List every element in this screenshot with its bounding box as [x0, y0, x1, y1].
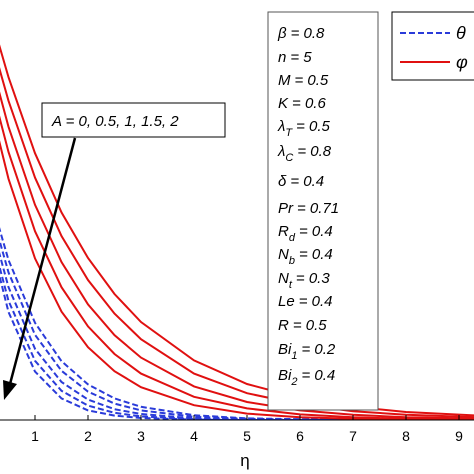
parameter-value: = 5	[290, 49, 312, 66]
x-tick-label: 2	[84, 428, 92, 444]
parameter-symbol: K	[278, 95, 289, 112]
x-tick-label: 7	[349, 428, 357, 444]
parameter-subscript: 1	[291, 350, 297, 362]
parameter-symbol: λ	[277, 143, 285, 160]
arrow	[8, 137, 77, 385]
parameter-value: = 0.8	[297, 143, 331, 160]
parameter-value: = 0.5	[295, 72, 329, 89]
parameter-value: = 0.2	[301, 341, 335, 358]
parameter-symbol: N	[278, 246, 289, 263]
legend	[391, 11, 474, 81]
parameter-subscript: d	[289, 232, 296, 244]
parameter-subscript: 2	[290, 376, 297, 388]
parameter-value: = 0.6	[292, 95, 326, 112]
parameter-subscript: C	[285, 152, 293, 164]
parameter-value: = 0.4	[299, 246, 333, 263]
curve	[0, 274, 474, 420]
parameter-symbol: λ	[277, 118, 285, 135]
curve	[0, 140, 474, 420]
parameters: β = 0.8n = 5M = 0.5K = 0.6λT = 0.5λC = 0.8δ = 0…	[277, 25, 339, 388]
parameter-value: = 0.71	[297, 200, 339, 217]
x-tick-label: 4	[190, 428, 198, 444]
parameter-subscript: b	[289, 255, 295, 267]
parameter: λT = 0.5	[277, 118, 331, 139]
parameter-symbol: N	[278, 270, 289, 287]
x-tick-label: 5	[243, 428, 251, 444]
parameter: K = 0.6	[278, 95, 326, 112]
parameter: Bi1 = 0.2	[278, 341, 336, 362]
parameter-box	[267, 11, 379, 411]
annotation-box	[41, 102, 226, 138]
plot-area	[0, 44, 474, 420]
curve	[0, 115, 474, 420]
parameter-subscript: T	[285, 127, 293, 139]
x-tick-label: 3	[137, 428, 145, 444]
parameter-symbol: R	[278, 317, 289, 334]
legend-entries: θφ	[400, 23, 468, 72]
parameter-value: = 0.8	[291, 25, 325, 42]
curve	[0, 227, 474, 420]
parameter: Nb = 0.4	[278, 246, 333, 267]
parameter-symbol: Bi	[278, 341, 292, 358]
curve	[0, 264, 474, 420]
parameter-value: = 0.4	[290, 173, 324, 190]
parameter-symbol: β	[277, 25, 287, 42]
parameter-symbol: M	[278, 72, 291, 89]
parameter: Bi2 = 0.4	[278, 367, 335, 388]
x-tick-label: 1	[31, 428, 39, 444]
parameter-value: = 0.3	[296, 270, 330, 287]
parameter-value: = 0.4	[299, 223, 333, 240]
parameter-symbol: R	[278, 223, 289, 240]
legend-label: φ	[456, 52, 468, 72]
parameter-symbol: n	[278, 49, 286, 66]
parameter: β = 0.8	[277, 25, 325, 42]
legend-label: θ	[456, 23, 466, 43]
parameter: Rd = 0.4	[278, 223, 333, 244]
x-tick-label: 6	[296, 428, 304, 444]
parameter: Nt = 0.3	[278, 270, 330, 291]
parameter-value: = 0.5	[296, 118, 330, 135]
annotation: A = 0, 0.5, 1, 1.5, 2	[51, 113, 179, 130]
parameter: λC = 0.8	[277, 143, 332, 164]
parameter-value: = 0.4	[299, 293, 333, 310]
parameter-value: = 0.5	[293, 317, 327, 334]
parameter: δ = 0.4	[278, 173, 324, 190]
parameter: Pr = 0.71	[278, 200, 339, 217]
parameter-value: = 0.4	[301, 367, 335, 384]
parameter: n = 5	[278, 49, 312, 66]
arrow-head	[3, 380, 17, 400]
parameter: M = 0.5	[278, 72, 329, 89]
parameter-symbol: Pr	[278, 200, 294, 217]
parameter-symbol: δ	[278, 173, 287, 190]
parameter-symbol: Bi	[278, 367, 292, 384]
x-axis-label: η	[240, 451, 249, 470]
parameter-subscript: t	[289, 279, 293, 291]
parameter-symbol: Le	[278, 293, 295, 310]
curve	[0, 91, 474, 420]
parameter: Le = 0.4	[278, 293, 332, 310]
parameter: R = 0.5	[278, 317, 327, 334]
x-tick-label: 9	[455, 428, 463, 444]
x-tick-label: 8	[402, 428, 410, 444]
